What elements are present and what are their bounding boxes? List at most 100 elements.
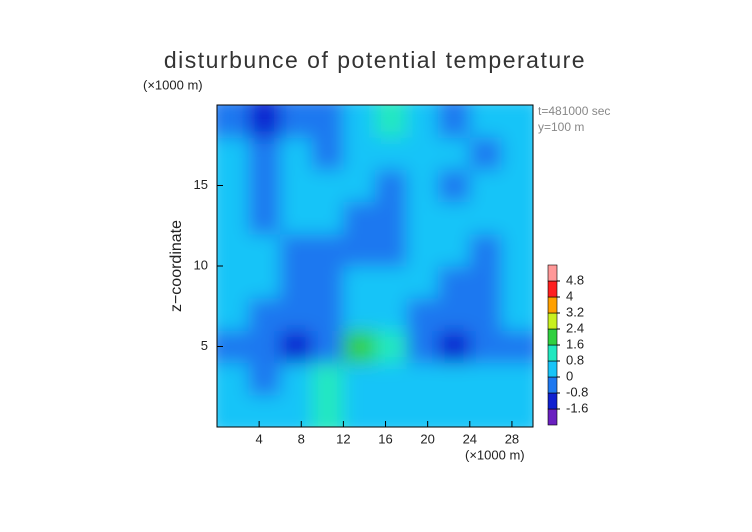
cell [375,394,408,427]
x-tick-label: 8 [298,431,305,446]
y-unit: (×1000 m) [143,77,203,92]
x-tick-label: 4 [256,431,263,446]
x-tick-label: 12 [336,431,350,446]
x-unit: (×1000 m) [465,447,525,462]
cell [469,169,502,203]
cell [375,201,408,235]
cell [217,394,250,427]
cell [469,298,502,331]
cell [311,362,344,396]
x-tick-label: 20 [420,431,434,446]
cell [406,233,439,267]
colorbar-label: 2.4 [566,320,584,335]
cell [343,362,376,396]
cell [406,330,439,364]
cell [217,105,250,138]
cell [217,298,250,331]
cell [343,330,376,364]
cell [217,137,250,170]
cell [248,394,281,427]
cell [311,394,344,427]
cell [217,233,250,267]
cell [248,330,281,364]
cell [375,169,408,203]
cell [248,362,281,396]
cell [280,330,313,364]
cell [248,266,281,299]
colorbar-label: 0 [566,368,573,383]
annotation: t=481000 sec [538,104,610,118]
cell [469,201,502,235]
cell [343,394,376,427]
colorbar-label: 4 [566,288,573,303]
cell [311,266,344,299]
cell [375,362,408,396]
cell [469,266,502,299]
cell [375,266,408,299]
cell [217,169,250,203]
cell [311,137,344,170]
cell [311,298,344,331]
cell [311,201,344,235]
cell [311,233,344,267]
y-tick-label: 10 [194,257,208,272]
cell [469,362,502,396]
cell [280,137,313,170]
cell [280,394,313,427]
cell [501,394,533,427]
cell [343,105,376,138]
colorbar-box [547,392,558,410]
y-axis-label: z−coordinate [168,220,185,312]
cell [438,105,471,138]
cell [438,266,471,299]
field-cells [217,105,533,427]
cell [280,105,313,138]
colorbar-box [547,296,558,314]
cell [343,233,376,267]
cell [280,266,313,299]
cell [375,105,408,138]
cell [248,201,281,235]
colorbar-label: -0.8 [566,384,588,399]
cell [469,105,502,138]
colorbar-box [547,360,558,378]
cell [501,266,533,299]
x-tick-label: 24 [463,431,477,446]
annotation: y=100 m [538,120,584,134]
cell [217,362,250,396]
cell [280,298,313,331]
cell [438,362,471,396]
cell [438,394,471,427]
field [217,105,533,427]
chart-title: disturbunce of potential temperature [164,47,586,73]
cell [343,201,376,235]
cell [469,330,502,364]
cell [501,169,533,203]
cell [501,201,533,235]
cell [311,330,344,364]
cell [343,298,376,331]
cell [406,394,439,427]
cell [438,330,471,364]
cell [469,137,502,170]
cell [217,201,250,235]
colorbar-label: 0.8 [566,352,584,367]
cell [343,137,376,170]
cell [406,362,439,396]
cell [438,298,471,331]
colorbar-box [547,264,558,282]
cell [469,233,502,267]
cell [375,233,408,267]
cell [217,266,250,299]
cell [501,362,533,396]
cell [311,169,344,203]
colorbar-box [547,328,558,346]
cell [438,169,471,203]
cell [501,105,533,138]
y-tick-label: 15 [194,177,208,192]
cell [469,394,502,427]
colorbar-label: 1.6 [566,336,584,351]
x-tick-label: 28 [505,431,519,446]
cell [280,169,313,203]
colorbar-box [547,312,558,330]
